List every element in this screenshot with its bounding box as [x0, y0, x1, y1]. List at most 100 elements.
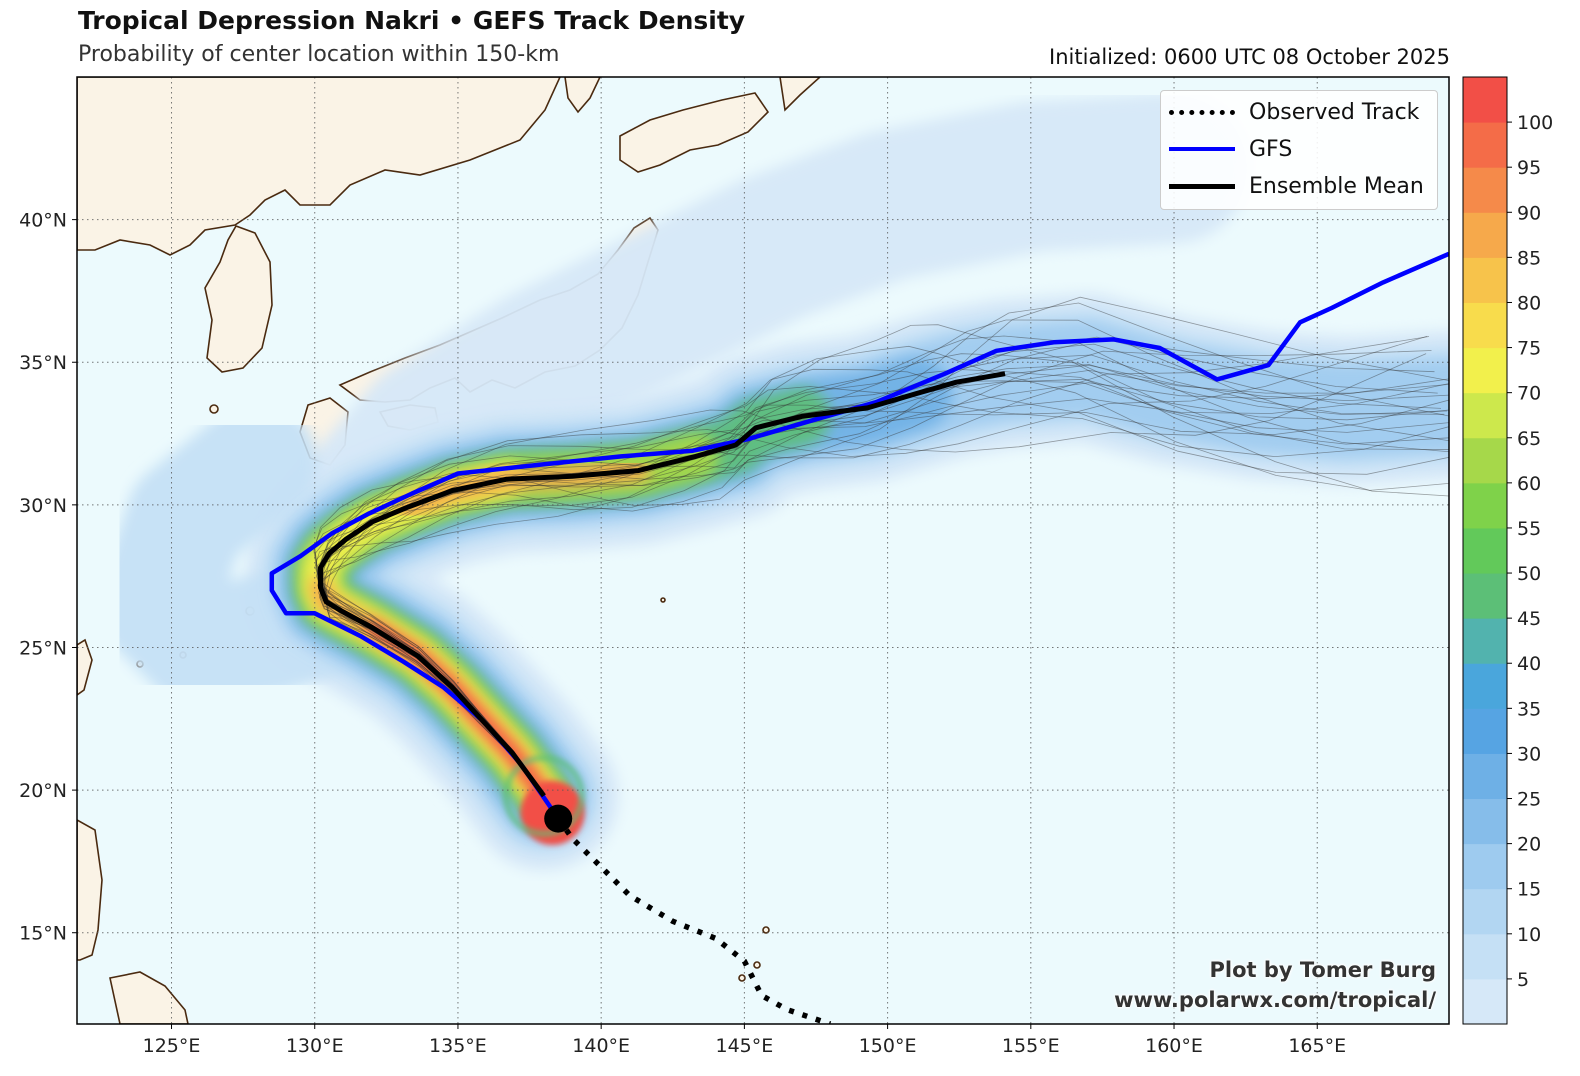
- initialized-time: Initialized: 0600 UTC 08 October 2025: [1049, 45, 1450, 69]
- land-taiwan: [77, 638, 93, 696]
- colorbar-bin: [1463, 618, 1507, 664]
- legend-item-observed: Observed Track: [1169, 97, 1419, 127]
- land-island-8: [738, 974, 746, 982]
- land-island-1: [209, 404, 219, 414]
- longitude-labels: 125°E 130°E 135°E 140°E 145°E 150°E 155°E 160°E…: [143, 1024, 1346, 1057]
- latitude-label: 35°N: [19, 352, 67, 374]
- colorbar-label: 35: [1517, 698, 1541, 720]
- colorbar-label: 5: [1517, 969, 1529, 991]
- credit-url: www.polarwx.com/tropical/: [1114, 988, 1436, 1012]
- colorbar-bin: [1463, 122, 1507, 168]
- legend-label-gfs: GFS: [1249, 136, 1293, 162]
- land-island-6: [762, 926, 770, 934]
- colorbar-bin: [1463, 482, 1507, 529]
- colorbar-label: 45: [1517, 608, 1541, 630]
- colorbar-label: 55: [1517, 518, 1541, 540]
- colorbar-bin: [1463, 257, 1507, 303]
- colorbar-label: 100: [1517, 112, 1553, 134]
- land-sakhalin: [564, 77, 601, 114]
- ensemble-mean-track-line: [318, 371, 1006, 798]
- colorbar-label: 10: [1517, 924, 1541, 946]
- land-korea: [204, 225, 273, 373]
- latitude-label: 15°N: [19, 923, 67, 945]
- longitude-label: 165°E: [1288, 1035, 1346, 1057]
- density-band: [268, 93, 1249, 609]
- chart-title: Tropical Depression Nakri • GEFS Track D…: [78, 6, 746, 35]
- legend-item-gfs: GFS: [1169, 134, 1292, 164]
- longitude-label: 155°E: [1002, 1035, 1060, 1057]
- colorbar-label: 75: [1517, 338, 1541, 360]
- colorbar-bin: [1463, 843, 1507, 890]
- colorbar-label: 50: [1517, 563, 1541, 585]
- land-mindoro: [109, 971, 189, 1024]
- density-core-ring: [503, 755, 585, 837]
- land-asia-mainland: [77, 77, 561, 256]
- ensemble-member-track: [314, 324, 1449, 797]
- legend-swatch-gfs: [1169, 147, 1235, 151]
- colorbar-bin: [1463, 798, 1507, 845]
- colorbar-label: 70: [1517, 383, 1541, 405]
- colorbar-bin: [1463, 933, 1507, 980]
- observed-track-line: [555, 817, 832, 1024]
- chart-subtitle: Probability of center location within 15…: [78, 42, 560, 67]
- ensemble-member-track: [320, 378, 1449, 797]
- ensemble-member-track: [315, 345, 1449, 797]
- density-band: [97, 402, 404, 708]
- land-island-7: [753, 961, 761, 969]
- colorbar-bin: [1463, 437, 1507, 484]
- colorbar-frame: [1462, 76, 1508, 1025]
- ensemble-member-track: [325, 335, 1428, 797]
- colorbar: 5 10 15 20 25 30 35 40 45 50 55 60 65 70 75 80 85 90 95 100: [1462, 76, 1553, 1025]
- gfs-track-line: [269, 251, 1449, 812]
- longitude-label: 135°E: [429, 1035, 487, 1057]
- colorbar-bin: [1463, 302, 1507, 349]
- colorbar-bin: [1463, 167, 1507, 213]
- ensemble-member-track: [317, 368, 1449, 797]
- colorbar-bin: [1463, 347, 1507, 394]
- colorbar-bin: [1463, 392, 1507, 439]
- colorbar-bin: [1463, 888, 1507, 935]
- colorbar-label: 90: [1517, 202, 1541, 224]
- colorbar-bin: [1463, 708, 1507, 754]
- colorbar-label: 25: [1517, 789, 1541, 811]
- longitude-label: 160°E: [1145, 1035, 1203, 1057]
- latitude-label: 25°N: [19, 637, 67, 659]
- longitude-label: 125°E: [143, 1035, 201, 1057]
- colorbar-label: 80: [1517, 292, 1541, 314]
- latitude-label: 40°N: [19, 210, 67, 232]
- legend-swatch-observed: [1169, 109, 1235, 115]
- graticule: [77, 77, 1449, 1024]
- colorbar-label: 60: [1517, 473, 1541, 495]
- ensemble-member-track: [315, 335, 1449, 797]
- colorbar-bin: [1463, 527, 1507, 574]
- legend-swatch-ensemble-mean: [1169, 183, 1235, 189]
- longitude-label: 150°E: [859, 1035, 917, 1057]
- longitude-label: 130°E: [286, 1035, 344, 1057]
- ensemble-member-track: [315, 353, 1449, 797]
- colorbar-bin: [1463, 77, 1507, 123]
- latitude-labels: 40°N 35°N 30°N 25°N 20°N 15°N: [19, 210, 77, 945]
- latitude-label: 30°N: [19, 495, 67, 517]
- map-frame: [76, 76, 1450, 1025]
- longitude-label: 145°E: [715, 1035, 773, 1057]
- ensemble-member-track: [316, 369, 1449, 797]
- colorbar-bin: [1463, 663, 1507, 709]
- colorbar-label: 85: [1517, 247, 1541, 269]
- land-island-9: [660, 597, 666, 603]
- colorbar-label: 40: [1517, 653, 1541, 675]
- colorbar-label: 15: [1517, 879, 1541, 901]
- colorbar-bin: [1463, 573, 1507, 619]
- colorbar-label: 20: [1517, 834, 1541, 856]
- ensemble-member-track: [317, 380, 1449, 797]
- colorbar-label: 65: [1517, 428, 1541, 450]
- ensemble-member-track: [323, 350, 1432, 797]
- latitude-label: 20°N: [19, 780, 67, 802]
- colorbar-bin: [1463, 212, 1507, 258]
- colorbar-label: 30: [1517, 743, 1541, 765]
- ensemble-member-track: [324, 336, 1430, 797]
- credit-author: Plot by Tomer Burg: [1209, 958, 1437, 982]
- legend-item-ensemble-mean: Ensemble Mean: [1169, 171, 1424, 201]
- colorbar-bin: [1463, 978, 1507, 1025]
- legend-label-observed: Observed Track: [1249, 99, 1420, 125]
